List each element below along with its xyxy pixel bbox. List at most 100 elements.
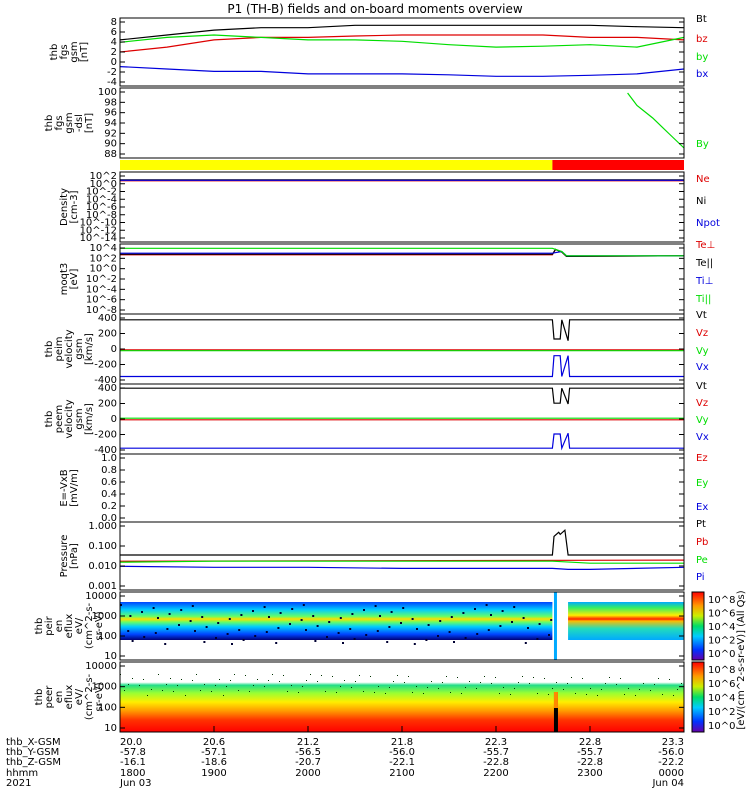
y-tick-label: 0.6: [101, 477, 117, 488]
panel-frame: [119, 521, 685, 591]
legend-entry: Ni: [696, 196, 706, 207]
y-tick-label: 400: [98, 383, 117, 394]
electron-speckle: [279, 681, 280, 682]
y-gsm-tick-label: -22.2: [658, 757, 684, 768]
electron-speckle: [359, 675, 360, 676]
y-axis-label-word: [km/s]: [84, 333, 95, 365]
ion-speckle: [268, 616, 270, 618]
electron-speckle: [469, 681, 470, 682]
panel-frame: [119, 313, 685, 385]
electron-speckle: [238, 690, 239, 691]
y-axis-label-word: peem: [54, 405, 65, 433]
y-tick-label: 10^4: [90, 243, 117, 254]
y-axis-label-word: thb: [34, 689, 45, 706]
electron-speckle: [253, 685, 254, 686]
ion-speckle: [265, 631, 268, 633]
electron-speckle: [230, 680, 231, 681]
ion-speckle: [476, 633, 479, 635]
ion-speckle: [342, 642, 344, 644]
ion-speckle: [263, 606, 266, 608]
y-axis-label-word: sr-eV): [94, 682, 105, 711]
electron-speckle: [200, 690, 201, 691]
y-axis-label-word: gsm: [69, 41, 80, 62]
x-gsm-tick-label: -55.7: [483, 747, 509, 758]
ion-speckle: [157, 617, 159, 619]
y-axis-label-word: eflux: [64, 614, 75, 639]
ion-speckle: [416, 628, 418, 630]
ion-speckle: [205, 626, 208, 628]
ion-speckle: [490, 614, 492, 616]
y-tick-label: -200: [94, 360, 117, 371]
y-tick-label: 10: [104, 651, 117, 662]
date-tick-label: Jun 03: [119, 778, 152, 789]
ion-speckle: [376, 630, 379, 632]
y-tick-label: 10^0: [90, 264, 117, 275]
electron-speckle: [635, 695, 636, 696]
electron-speckle: [204, 684, 205, 685]
y-tick-label: 0.4: [101, 489, 117, 500]
electron-speckle: [128, 684, 129, 685]
electron-speckle: [272, 674, 273, 675]
electron-speckle: [385, 693, 386, 694]
electron-speckle: [427, 687, 428, 688]
y-axis-label-word: gsm: [74, 408, 85, 429]
electron-speckle: [192, 680, 193, 681]
electron-speckle: [628, 688, 629, 689]
legend-entry: Ti⊥: [695, 276, 713, 287]
ion-speckle: [277, 627, 280, 629]
electron-speckle: [643, 683, 644, 684]
electron-speckle: [249, 691, 250, 692]
ion-speckle: [402, 607, 405, 609]
y-tick-label: 100: [98, 631, 117, 642]
electron-speckle: [302, 686, 303, 687]
electron-speckle: [476, 688, 477, 689]
ion-speckle: [439, 620, 442, 622]
ion-speckle: [226, 633, 229, 635]
electron-speckle: [351, 687, 352, 688]
ion-speckle: [141, 611, 143, 613]
ion-speckle: [462, 612, 465, 614]
colorbar-1: [691, 591, 705, 661]
ion-speckle: [231, 643, 233, 645]
ion-speckle: [154, 632, 157, 634]
date-tick-label: Jun 04: [651, 778, 684, 789]
y-tick-label: 0.010: [88, 561, 117, 572]
electron-speckle: [166, 684, 167, 685]
ion-speckle: [305, 629, 307, 631]
footer-row-label: thb_Z-GSM: [6, 757, 61, 768]
electron-speckle: [306, 680, 307, 681]
ion-speckle: [164, 643, 167, 645]
electron-speckle: [673, 695, 674, 696]
y-tick-label: 0.001: [88, 581, 117, 592]
footer-row-label: 2021: [6, 778, 31, 789]
legend-entry: Vt: [696, 381, 707, 392]
y-axis-label-word: velocity: [64, 399, 75, 438]
ion-speckle: [291, 608, 294, 610]
y-tick-label: 10^2: [90, 171, 117, 182]
y-tick-label: -4: [107, 77, 117, 88]
legend-entry: Vx: [696, 432, 709, 443]
series-line-Pi: [119, 565, 685, 571]
colorbar-tick-label: 10^4: [708, 693, 735, 704]
y-tick-label: 2: [111, 47, 117, 58]
electron-speckle: [571, 677, 572, 678]
ion-speckle: [538, 623, 541, 625]
y-tick-label: 1000: [92, 611, 117, 622]
y-axis-label-word: fgs: [59, 44, 70, 59]
ion-speckle: [238, 629, 241, 631]
y-tick-label: 1.000: [88, 521, 117, 532]
electron-speckle: [196, 674, 197, 675]
y-axis-label-word: [mV/m]: [69, 469, 80, 507]
electron-speckle: [124, 690, 125, 691]
ion-speckle: [300, 619, 303, 621]
y-axis-label-word: velocity: [64, 329, 75, 368]
ion-speckle: [194, 630, 196, 632]
y-tick-label: 1.0: [101, 453, 117, 464]
ion-speckle: [328, 621, 331, 623]
series-line-Pt: [120, 528, 684, 556]
y-axis-label-word: thb: [49, 44, 60, 61]
y-tick-label: 1000: [92, 682, 117, 693]
y-axis-label-word: [nT]: [79, 42, 90, 62]
legend-entry: Vz: [696, 328, 708, 339]
